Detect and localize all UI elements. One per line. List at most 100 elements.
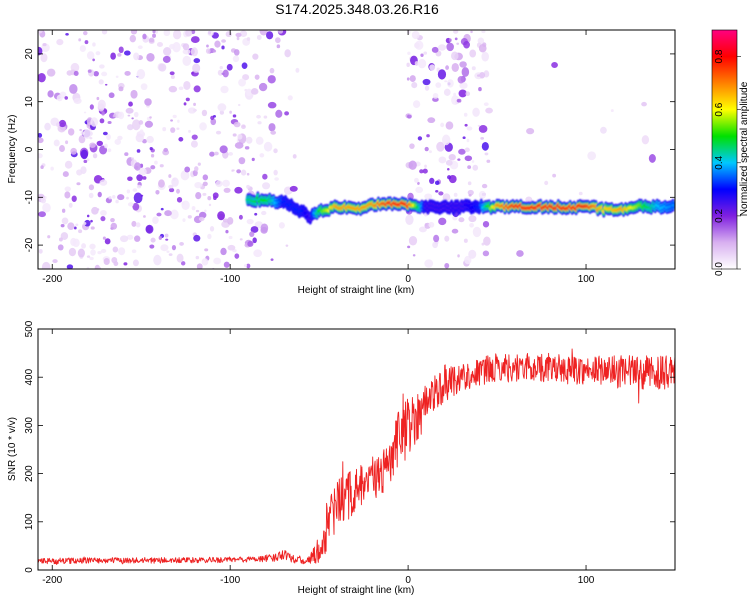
spectrogram-noise-cell [47,235,51,239]
spectrogram-noise-cell [459,61,467,68]
spectrogram-noise-cell [254,74,260,80]
spectrogram-noise-cell [277,30,284,34]
spectrogram-noise-cell [170,127,176,133]
spectrogram-noise-cell [100,248,107,253]
spectrogram-noise-cell [463,238,468,243]
spectrogram-x-tick-label: -200 [42,274,62,285]
spectrogram-noise-cell [262,173,268,180]
spectrogram-noise-cell [470,30,473,34]
spectrogram-noise-cell [464,123,468,127]
spectrogram-noise-cell [162,126,167,132]
spectrogram-noise-cell [104,143,108,149]
spectrogram-noise-cell [459,82,468,89]
spectrogram-noise-cell [58,237,63,242]
spectrogram-noise-cell [164,233,169,238]
spectrogram-noise-cell [168,85,178,93]
spectrogram-noise-cell [477,37,485,45]
spectrogram-noise-cell [225,229,229,234]
snr-clip-group [38,348,675,565]
spectrogram-noise-cell [610,109,614,113]
spectrogram-noise-cell [234,142,244,149]
spectrogram-noise-cell [246,37,251,42]
spectrogram-noise-cell [260,223,269,233]
spectrogram-noise-cell [96,96,100,101]
spectrogram-noise-cell [163,147,169,153]
spectrogram-noise-cell [526,127,535,135]
spectrogram-noise-cell [407,192,414,201]
spectrogram-noise-cell [275,109,283,118]
spectrogram-noise-cell [213,151,219,156]
spectrogram-noise-cell [126,189,131,194]
spectrogram-noise-cell [133,111,139,118]
snr-frame [37,328,676,571]
spectrogram-noise-cell [133,192,143,204]
spectrogram-noise-cell [166,250,170,253]
spectrogram-y-tick-label: 0 [24,146,35,152]
spectrogram-noise-cell [65,32,69,36]
spectrogram-noise-cell [89,243,96,250]
spectrogram-noise-cell [83,111,87,114]
spectrogram-noise-cell [183,102,187,106]
snr-x-tick-label: -100 [220,575,240,586]
snr-series-line [38,348,675,565]
spectrogram-noise-cell [156,42,164,47]
spectrogram-noise-cell [478,125,488,133]
spectrogram-noise-cell [97,191,102,198]
spectrogram-noise-cell [262,182,271,190]
spectrogram-noise-cell [182,55,192,66]
spectrogram-noise-cell [429,64,436,71]
spectrogram-noise-cell [457,254,460,258]
spectrogram-noise-cell [451,62,459,72]
spectrogram-noise-cell [409,75,416,82]
spectrogram-noise-cell [408,160,417,170]
spectrogram-noise-cell [407,245,411,249]
spectrogram-noise-cell [472,107,480,117]
spectrogram-noise-cell [205,48,211,54]
colorbar-tick-label: 0.0 [714,262,725,276]
spectrogram-noise-cell [442,193,451,202]
spectrogram-noise-cell [91,206,99,215]
spectrogram-noise-cell [221,72,225,76]
spectrogram-noise-cell [40,53,48,63]
spectrogram-noise-cell [198,211,207,219]
spectrogram-noise-cell [463,112,468,117]
spectrogram-noise-cell [40,165,44,170]
spectrogram-noise-cell [193,58,201,64]
spectrogram-noise-cell [458,89,467,98]
spectrogram-noise-cell [225,31,232,38]
spectrogram-noise-cell [42,202,51,213]
spectrogram-noise-cell [236,36,240,41]
spectrogram-noise-cell [469,222,474,228]
spectrogram-noise-cell [420,53,424,57]
spectrogram-noise-cell [199,122,207,131]
spectrogram-noise-cell [204,248,209,252]
spectrogram-noise-cell [115,75,119,79]
snr-x-axis: -200 -100 0 100 [42,329,595,586]
spectrogram-noise-cell [227,216,234,225]
snr-y-tick-label: 500 [24,320,35,337]
spectrogram-noise-cell [132,259,139,267]
spectrogram-noise-cell [447,175,452,180]
spectrogram-noise-cell [246,172,250,176]
spectrogram-noise-cell [208,203,212,207]
spectrogram-noise-cell [131,157,135,160]
spectrogram-noise-cell [215,130,222,135]
spectrogram-noise-cell [424,146,429,152]
spectrogram-noise-cell [246,184,250,189]
snr-x-tick-label: 0 [405,575,411,586]
spectrogram-noise-cell [435,189,439,193]
spectrogram-noise-cell [150,153,155,158]
spectrogram-noise-cell [99,179,108,186]
spectrogram-noise-cell [412,100,421,108]
spectrogram-noise-cell [249,231,255,238]
snr-y-axis: 0 100 200 300 400 500 [24,320,675,573]
spectrogram-noise-cell [102,131,108,136]
spectrogram-noise-cell [464,147,470,153]
spectrogram-noise-cell [270,130,277,135]
spectrogram-noise-cell [86,158,90,162]
spectrogram-noise-cell [149,116,152,119]
spectrogram-noise-cell [436,141,445,152]
spectrogram-noise-cell [207,30,214,37]
spectrogram-noise-cell [241,124,246,130]
